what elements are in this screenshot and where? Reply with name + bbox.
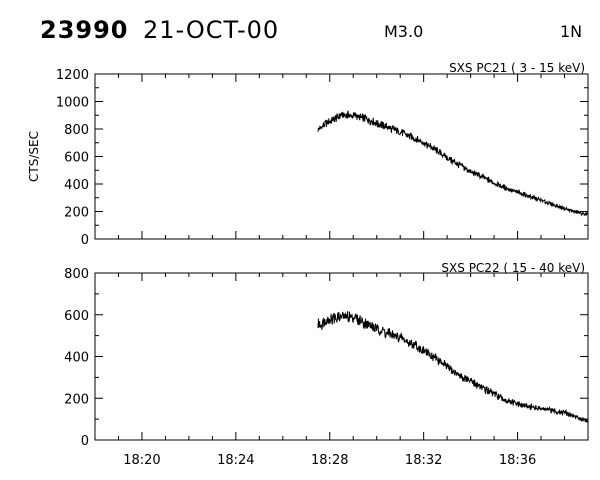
series-line-2 <box>317 311 589 424</box>
xtick-label: 18:28 <box>311 453 348 468</box>
event-date: 21-OCT-00 <box>143 16 280 44</box>
plot-frame-1 <box>94 73 589 240</box>
ytick-label: 400 <box>64 351 89 366</box>
xtick-label: 18:36 <box>499 453 536 468</box>
ytick-label: 600 <box>64 151 89 166</box>
ytick-label: 1000 <box>56 96 89 111</box>
xtick-label: 18:24 <box>217 453 254 468</box>
ytick-label: 1200 <box>56 68 89 83</box>
flare-position: 1N <box>560 22 583 41</box>
ytick-label: 0 <box>81 233 89 248</box>
y-axis-label: CTS/SEC <box>27 131 41 182</box>
flare-class: M3.0 <box>384 22 424 41</box>
ytick-label: 200 <box>64 392 89 407</box>
ytick-label: 800 <box>64 267 89 282</box>
xtick-label: 18:20 <box>123 453 160 468</box>
plot-frame-2 <box>94 272 589 441</box>
ytick-label: 600 <box>64 309 89 324</box>
ytick-label: 0 <box>81 434 89 449</box>
ytick-label: 400 <box>64 178 89 193</box>
panel-title-1: SXS PC21 ( 3 - 15 keV) <box>449 61 585 75</box>
panel-title-2: SXS PC22 ( 15 - 40 keV) <box>441 261 585 275</box>
ytick-label: 800 <box>64 123 89 138</box>
event-id: 23990 <box>40 16 129 44</box>
series-line-1 <box>317 110 589 217</box>
xtick-label: 18:32 <box>405 453 442 468</box>
ytick-label: 200 <box>64 206 89 221</box>
